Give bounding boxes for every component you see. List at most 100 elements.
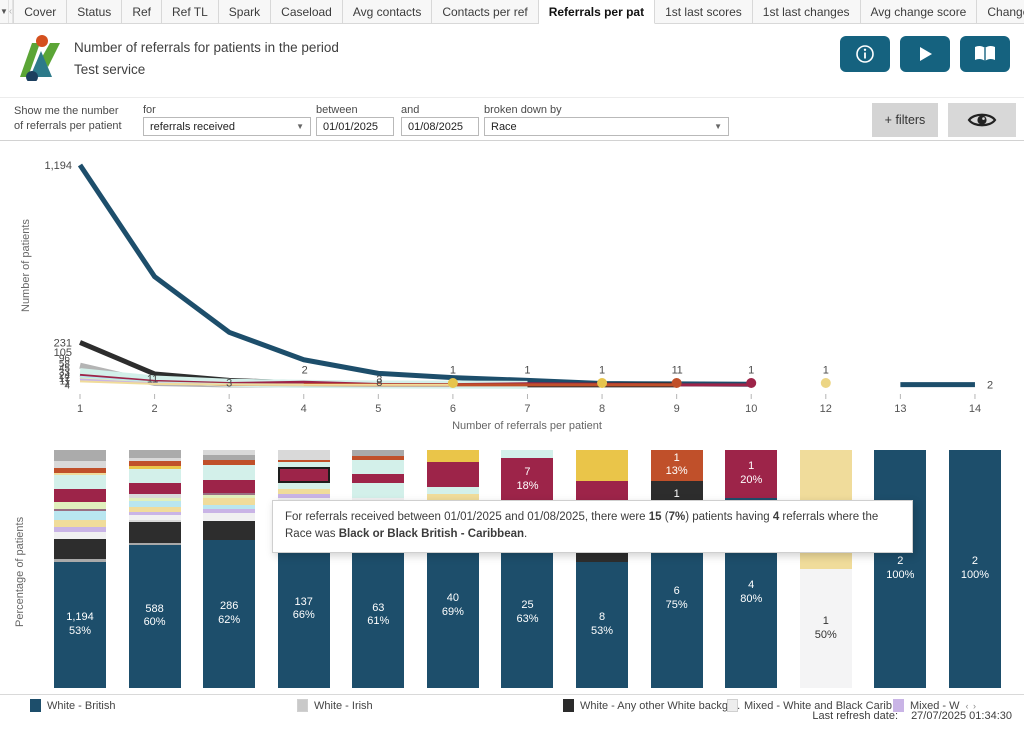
stacked-bar-14[interactable]: 2 100% (948, 450, 1001, 688)
bar-segment[interactable] (54, 531, 106, 540)
bar-segment[interactable] (54, 559, 106, 562)
bar-segment[interactable] (203, 493, 256, 496)
tab-1st-last-changes[interactable]: 1st last changes (753, 0, 861, 23)
bar-segment[interactable] (203, 504, 256, 510)
line-pale-yellow-series[interactable] (79, 380, 453, 386)
bar-segment[interactable] (277, 459, 330, 462)
stacked-bar-12[interactable]: 1 50% (799, 450, 852, 688)
bar-segment[interactable]: 63 61% (352, 542, 405, 688)
bar-segment[interactable] (128, 515, 181, 521)
info-button[interactable] (840, 36, 890, 72)
legend-item-mixed-w[interactable]: Mixed - W ‹ › (893, 699, 977, 712)
tab-referrals-per-pat[interactable]: Referrals per pat (538, 0, 656, 24)
bar-segment[interactable] (352, 473, 405, 484)
legend-item-white-any-other-white-backgr[interactable]: White - Any other White backgr... (563, 699, 740, 712)
legend-item-mixed-white-and-black-carib[interactable]: Mixed - White and Black Carib... (727, 699, 901, 712)
bar-segment[interactable] (576, 450, 629, 481)
bar-segment[interactable] (128, 497, 181, 502)
bar-segment[interactable]: 286 62% (203, 540, 256, 688)
bar-segment[interactable] (203, 459, 256, 465)
stacked-bar-6[interactable]: 40 69% (426, 450, 479, 688)
bar-segment[interactable] (54, 467, 106, 473)
stacked-bar-7[interactable]: 7 18% 25 63% (501, 450, 554, 688)
bar-segment[interactable] (277, 450, 330, 460)
bar-segment[interactable] (277, 461, 330, 467)
bar-segment[interactable]: 1 13% (650, 450, 703, 481)
legend-item-white-irish[interactable]: White - Irish (297, 699, 373, 712)
bar-segment[interactable] (54, 450, 106, 461)
bar-segment[interactable] (426, 486, 479, 494)
tab-caseload[interactable]: Caseload (271, 0, 343, 23)
bar-segment[interactable] (128, 461, 181, 466)
stacked-bar-13[interactable]: 2 100% (874, 450, 927, 688)
bar-segment[interactable] (128, 493, 181, 498)
bar-segment[interactable] (352, 483, 405, 498)
start-date-input[interactable]: 01/01/2025 (316, 117, 394, 136)
tab-scroll-left-icon[interactable]: ‹ (9, 0, 14, 23)
bar-segment[interactable] (426, 450, 479, 462)
stacked-bar-2[interactable]: 588 60% (128, 450, 181, 688)
bar-segment[interactable] (426, 461, 479, 487)
bar-segment[interactable] (128, 522, 181, 543)
line-white-british[interactable] (77, 163, 752, 387)
bar-segment[interactable]: 8 53% (576, 561, 629, 688)
stacked-bar-3[interactable]: 286 62% (203, 450, 256, 688)
bar-segment[interactable] (277, 489, 330, 494)
bar-segment[interactable] (203, 495, 256, 498)
tab-ref-tl[interactable]: Ref TL (162, 0, 219, 23)
bar-segment[interactable] (203, 512, 256, 522)
bar-segment[interactable] (54, 501, 106, 509)
stacked-bar-10[interactable]: 1 20% 4 80% (725, 450, 778, 688)
bar-segment[interactable]: 1,194 53% (54, 561, 106, 688)
bar-segment[interactable] (54, 539, 106, 560)
tab-ref[interactable]: Ref (122, 0, 162, 23)
bar-segment[interactable] (203, 497, 256, 505)
measure-select[interactable]: referrals received ▼ (143, 117, 311, 136)
bar-segment[interactable] (54, 508, 106, 511)
bar-segment[interactable] (203, 480, 256, 494)
data-point-dot[interactable] (447, 378, 458, 388)
bar-segment[interactable]: 25 63% (501, 538, 554, 688)
tab-dropdown-icon[interactable]: ▼ (0, 0, 9, 23)
bar-segment[interactable] (54, 472, 106, 476)
bar-segment[interactable]: 1 20% (725, 450, 778, 498)
bar-segment[interactable] (501, 450, 554, 459)
tab-status[interactable]: Status (67, 0, 123, 23)
stacked-bar-1[interactable]: 1,194 53% (54, 450, 106, 688)
bar-segment[interactable] (203, 521, 256, 541)
bar-segment[interactable] (203, 509, 256, 513)
play-button[interactable] (900, 36, 950, 72)
tab-avg-change-score[interactable]: Avg change score (861, 0, 978, 23)
tab-cover[interactable]: Cover (13, 0, 68, 23)
breakdown-select[interactable]: Race ▼ (484, 117, 729, 136)
bar-segment[interactable] (54, 460, 106, 468)
bar-segment[interactable] (128, 542, 181, 546)
bar-segment[interactable] (54, 510, 106, 521)
bar-segment[interactable] (128, 501, 181, 508)
bar-segment[interactable] (128, 520, 181, 523)
bar-segment[interactable] (128, 507, 181, 512)
stacked-bar-8[interactable]: 4853% (576, 450, 629, 688)
bar-segment[interactable]: 1 50% (799, 569, 852, 688)
bar-segment[interactable] (277, 493, 330, 498)
data-point-dot[interactable] (820, 378, 831, 388)
stacked-bar-5[interactable]: 63 61% (352, 450, 405, 688)
bar-segment[interactable] (203, 464, 256, 481)
tab-1st-last-scores[interactable]: 1st last scores (655, 0, 753, 23)
bar-segment[interactable] (203, 450, 256, 456)
add-filters-button[interactable]: + filters (872, 103, 938, 137)
bar-segment[interactable] (352, 459, 405, 474)
legend-item-white-british[interactable]: White - British (30, 699, 115, 712)
legend-scroll-icons[interactable]: ‹ › (965, 700, 977, 711)
bar-segment[interactable] (277, 483, 330, 490)
data-point-dot[interactable] (597, 378, 608, 388)
guide-button[interactable] (960, 36, 1010, 72)
stacked-bar-4[interactable]: 137 66% (277, 450, 330, 688)
tab-spark[interactable]: Spark (219, 0, 272, 23)
tab-change[interactable]: Change (977, 0, 1024, 23)
bar-segment[interactable] (128, 511, 181, 516)
bar-segment[interactable] (128, 483, 181, 494)
bar-segment[interactable] (54, 520, 106, 528)
bar-segment[interactable] (128, 469, 181, 484)
